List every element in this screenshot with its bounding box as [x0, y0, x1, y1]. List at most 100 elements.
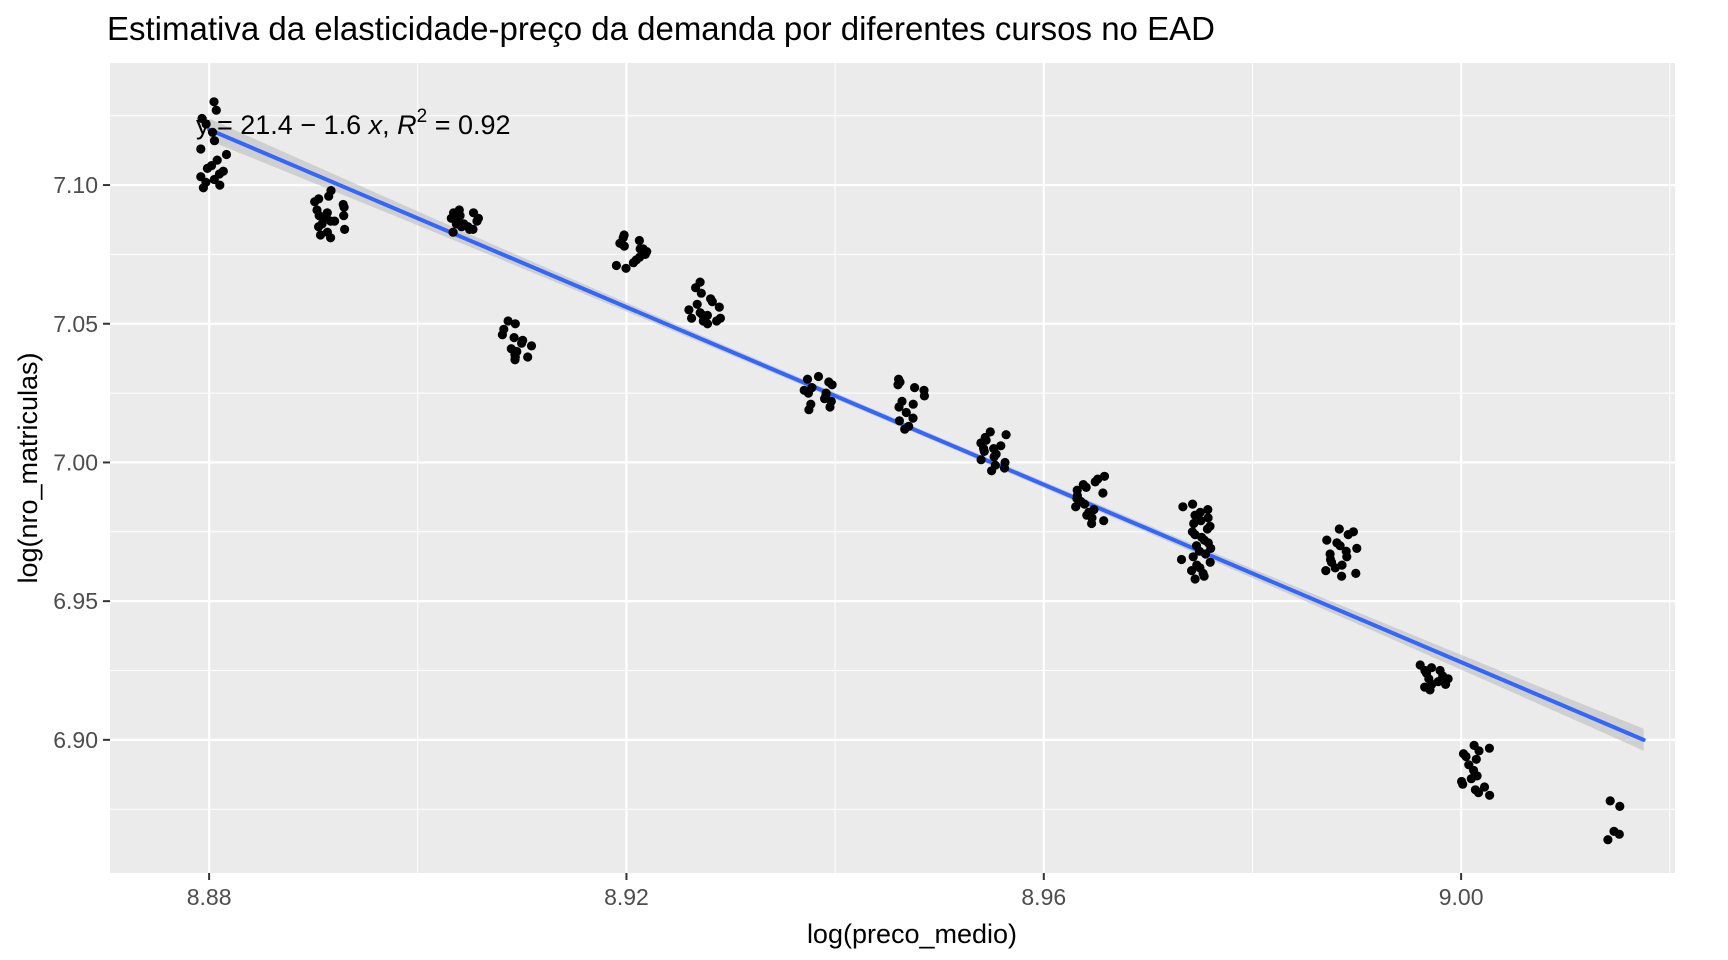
data-point: [714, 302, 724, 312]
data-points: [196, 97, 1625, 845]
major-gridlines: [110, 63, 1675, 873]
data-point: [339, 202, 349, 212]
y-tick-label: 6.95: [53, 588, 98, 614]
data-point: [1335, 541, 1345, 551]
data-point: [987, 466, 997, 476]
data-point: [339, 211, 349, 221]
data-point: [212, 155, 222, 165]
data-point: [1322, 535, 1332, 545]
data-point: [702, 319, 713, 329]
data-point: [1178, 502, 1188, 512]
data-point: [825, 402, 835, 412]
x-tick-label: 8.88: [187, 884, 232, 910]
data-point: [207, 127, 218, 137]
data-point: [634, 235, 645, 246]
data-point: [209, 136, 220, 146]
data-point: [198, 183, 208, 193]
data-point: [196, 144, 206, 154]
data-point: [221, 149, 232, 160]
data-point: [910, 383, 920, 393]
data-point: [1203, 505, 1213, 515]
data-point: [696, 288, 706, 298]
x-tick-label: 8.92: [604, 884, 649, 910]
data-point: [976, 455, 986, 465]
chart-title: Estimativa da elasticidade-preço da dema…: [107, 10, 1215, 47]
data-point: [465, 224, 475, 234]
data-point: [1201, 549, 1211, 559]
data-point: [1099, 516, 1109, 526]
data-point: [503, 316, 513, 326]
data-point: [1187, 566, 1197, 576]
data-point: [324, 191, 334, 201]
data-point: [510, 355, 520, 365]
data-point: [908, 413, 918, 423]
y-axis-ticks: 6.90 6.95 7.00 7.05 7.10: [53, 172, 110, 753]
data-point: [1090, 477, 1100, 487]
data-point: [314, 211, 324, 221]
data-point: [201, 119, 211, 129]
data-point: [1352, 543, 1362, 554]
x-axis-title: log(preco_medio): [807, 919, 1017, 949]
equation-prefix: ŷ = 21.4 − 1.6: [196, 110, 369, 140]
data-point: [1605, 796, 1615, 806]
data-point: [1203, 513, 1213, 523]
data-point: [1199, 571, 1209, 581]
data-point: [707, 297, 717, 307]
data-point: [1190, 510, 1200, 520]
data-point: [619, 241, 629, 251]
data-point: [1425, 685, 1435, 695]
data-point: [457, 222, 467, 232]
data-point: [691, 283, 701, 293]
data-point: [1196, 516, 1206, 526]
data-point: [509, 333, 519, 343]
data-point: [1484, 743, 1494, 753]
data-point: [315, 230, 326, 240]
data-point: [1466, 774, 1476, 784]
data-point: [202, 163, 212, 173]
data-point: [215, 180, 225, 190]
data-point: [310, 197, 320, 207]
data-point: [687, 313, 697, 323]
y-axis-title: log(nro_matriculas): [13, 352, 43, 583]
data-point: [827, 380, 837, 390]
data-point: [526, 341, 537, 351]
data-point: [1479, 782, 1490, 792]
data-point: [900, 424, 910, 434]
regression-line: [207, 127, 1646, 742]
data-point: [1087, 518, 1097, 529]
data-point: [1603, 835, 1613, 845]
data-point: [1098, 488, 1108, 498]
data-point: [1614, 829, 1624, 839]
data-point: [340, 224, 350, 234]
data-point: [1202, 524, 1212, 534]
data-point: [1071, 502, 1081, 512]
data-point: [1343, 530, 1353, 540]
x-tick-label: 8.96: [1021, 884, 1066, 910]
data-point: [497, 330, 507, 340]
data-point: [712, 316, 722, 326]
data-point: [1474, 746, 1484, 756]
data-point: [1079, 499, 1090, 509]
data-point: [1334, 524, 1344, 534]
y-tick-label: 7.10: [53, 172, 98, 198]
data-point: [510, 319, 520, 329]
y-tick-label: 7.05: [53, 311, 98, 337]
data-point: [621, 263, 631, 273]
data-point: [448, 227, 458, 237]
data-point: [908, 399, 918, 409]
data-point: [1471, 754, 1481, 764]
data-point: [314, 222, 324, 232]
data-point: [989, 452, 999, 462]
equation-x-var: x: [367, 110, 384, 140]
regression-equation: ŷ = 21.4 − 1.6 x, R2 = 0.92: [196, 106, 511, 140]
data-point: [211, 105, 221, 115]
data-point: [1461, 751, 1471, 762]
equation-r2-value: = 0.92: [427, 110, 510, 140]
data-point: [1081, 482, 1091, 492]
data-point: [1321, 566, 1331, 576]
data-point: [1188, 499, 1198, 509]
data-point: [1189, 518, 1199, 529]
data-point: [1485, 790, 1495, 800]
